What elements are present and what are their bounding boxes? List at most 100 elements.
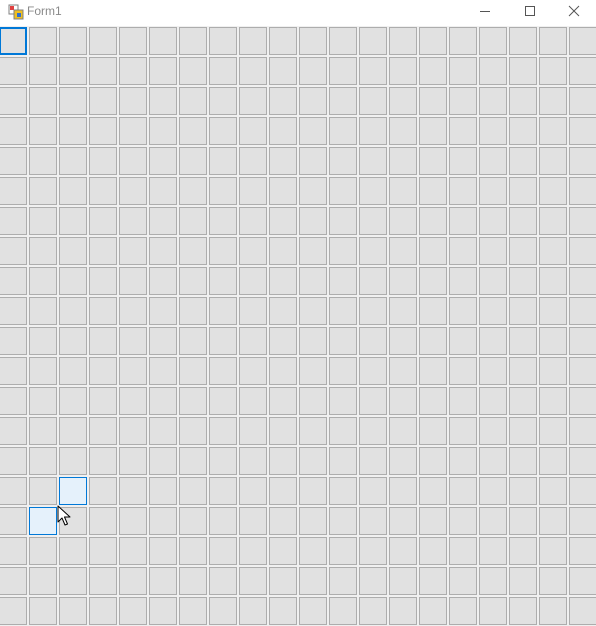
grid-cell-button[interactable] <box>0 267 27 295</box>
grid-cell-button[interactable] <box>449 417 477 445</box>
grid-cell-button[interactable] <box>29 207 57 235</box>
grid-cell-button[interactable] <box>59 147 87 175</box>
grid-cell-button[interactable] <box>269 87 297 115</box>
grid-cell-button[interactable] <box>179 447 207 475</box>
grid-cell-button[interactable] <box>299 357 327 385</box>
grid-cell-button[interactable] <box>149 177 177 205</box>
grid-cell-button[interactable] <box>569 567 596 595</box>
grid-cell-button[interactable] <box>539 567 567 595</box>
title-bar[interactable]: Form1 <box>0 0 596 24</box>
grid-cell-button[interactable] <box>119 237 147 265</box>
grid-cell-button[interactable] <box>449 447 477 475</box>
grid-cell-button[interactable] <box>29 237 57 265</box>
grid-cell-button[interactable] <box>389 267 417 295</box>
grid-cell-button[interactable] <box>269 357 297 385</box>
grid-cell-button[interactable] <box>569 357 596 385</box>
grid-cell-button[interactable] <box>269 267 297 295</box>
grid-cell-button[interactable] <box>119 147 147 175</box>
grid-cell-button[interactable] <box>509 507 537 535</box>
grid-cell-button[interactable] <box>449 117 477 145</box>
grid-cell-button[interactable] <box>509 477 537 505</box>
grid-cell-button[interactable] <box>299 597 327 625</box>
grid-cell-button[interactable] <box>149 147 177 175</box>
grid-cell-button[interactable] <box>509 417 537 445</box>
grid-cell-button[interactable] <box>359 417 387 445</box>
grid-cell-button[interactable] <box>179 237 207 265</box>
grid-cell-button[interactable] <box>449 597 477 625</box>
grid-cell-button[interactable] <box>509 27 537 55</box>
grid-cell-button[interactable] <box>149 357 177 385</box>
grid-cell-button[interactable] <box>539 57 567 85</box>
grid-cell-button[interactable] <box>0 327 27 355</box>
grid-cell-button[interactable] <box>179 117 207 145</box>
grid-cell-button[interactable] <box>389 207 417 235</box>
grid-cell-button[interactable] <box>389 87 417 115</box>
grid-cell-button[interactable] <box>509 447 537 475</box>
grid-cell-button[interactable] <box>509 237 537 265</box>
grid-cell-button[interactable] <box>59 117 87 145</box>
grid-cell-button[interactable] <box>539 447 567 475</box>
grid-cell-button[interactable] <box>269 537 297 565</box>
grid-cell-button[interactable] <box>179 387 207 415</box>
grid-cell-button[interactable] <box>389 447 417 475</box>
grid-cell-button[interactable] <box>149 567 177 595</box>
grid-cell-button[interactable] <box>269 387 297 415</box>
grid-cell-button[interactable] <box>0 507 27 535</box>
grid-cell-button[interactable] <box>0 57 27 85</box>
grid-cell-button[interactable] <box>0 207 27 235</box>
grid-cell-button[interactable] <box>359 207 387 235</box>
grid-cell-button[interactable] <box>389 297 417 325</box>
grid-cell-button[interactable] <box>359 447 387 475</box>
grid-cell-button[interactable] <box>449 327 477 355</box>
grid-cell-button[interactable] <box>299 117 327 145</box>
grid-cell-button[interactable] <box>419 357 447 385</box>
grid-cell-button[interactable] <box>479 147 507 175</box>
grid-cell-button[interactable] <box>0 177 27 205</box>
grid-cell-button[interactable] <box>29 117 57 145</box>
grid-cell-button[interactable] <box>59 87 87 115</box>
grid-cell-button[interactable] <box>419 237 447 265</box>
grid-cell-button[interactable] <box>449 267 477 295</box>
grid-cell-button[interactable] <box>299 27 327 55</box>
grid-cell-button[interactable] <box>269 207 297 235</box>
grid-cell-button[interactable] <box>569 447 596 475</box>
grid-cell-button[interactable] <box>89 327 117 355</box>
grid-cell-button[interactable] <box>479 597 507 625</box>
grid-cell-button[interactable] <box>569 417 596 445</box>
grid-cell-button[interactable] <box>359 177 387 205</box>
grid-cell-button[interactable] <box>509 537 537 565</box>
grid-cell-button[interactable] <box>299 327 327 355</box>
grid-cell-button[interactable] <box>449 207 477 235</box>
grid-cell-button[interactable] <box>119 537 147 565</box>
grid-cell-button[interactable] <box>269 567 297 595</box>
grid-cell-button[interactable] <box>539 477 567 505</box>
grid-cell-button[interactable] <box>299 297 327 325</box>
grid-cell-button[interactable] <box>269 327 297 355</box>
grid-cell-button[interactable] <box>239 567 267 595</box>
grid-cell-button[interactable] <box>29 27 57 55</box>
grid-cell-button[interactable] <box>209 177 237 205</box>
grid-cell-button[interactable] <box>29 597 57 625</box>
grid-cell-button[interactable] <box>89 117 117 145</box>
grid-cell-button[interactable] <box>569 117 596 145</box>
grid-cell-button[interactable] <box>119 447 147 475</box>
grid-cell-button[interactable] <box>419 177 447 205</box>
grid-cell-button[interactable] <box>539 357 567 385</box>
grid-cell-button[interactable] <box>449 387 477 415</box>
grid-cell-button[interactable] <box>89 237 117 265</box>
grid-cell-button[interactable] <box>419 27 447 55</box>
grid-cell-button[interactable] <box>0 117 27 145</box>
grid-cell-button[interactable] <box>209 417 237 445</box>
grid-cell-button[interactable] <box>0 87 27 115</box>
grid-cell-button[interactable] <box>539 387 567 415</box>
grid-cell-button[interactable] <box>359 477 387 505</box>
grid-cell-button[interactable] <box>359 357 387 385</box>
grid-cell-button[interactable] <box>299 417 327 445</box>
grid-cell-button[interactable] <box>179 567 207 595</box>
grid-cell-button[interactable] <box>239 87 267 115</box>
grid-cell-button[interactable] <box>149 477 177 505</box>
grid-cell-button[interactable] <box>299 207 327 235</box>
grid-cell-button[interactable] <box>179 177 207 205</box>
grid-cell-button[interactable] <box>569 327 596 355</box>
grid-cell-button[interactable] <box>479 237 507 265</box>
